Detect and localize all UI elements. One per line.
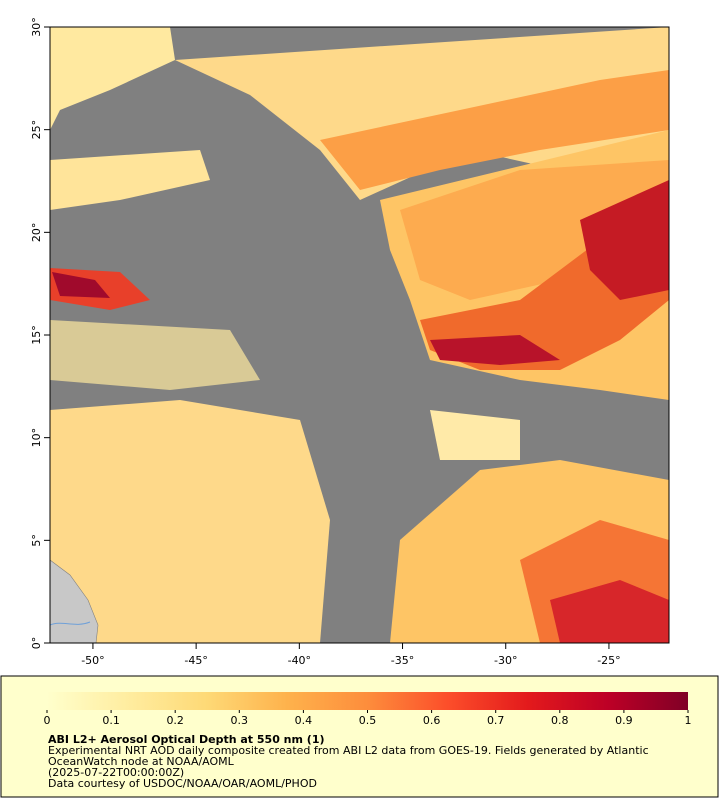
x-tick-label: -25°	[597, 654, 620, 667]
x-tick-label: -30°	[494, 654, 517, 667]
caption-line: Data courtesy of USDOC/NOAA/OAR/AOML/PHO…	[48, 777, 317, 790]
x-tick-label: -45°	[184, 654, 207, 667]
colorbar	[47, 692, 688, 710]
y-tick-label: 25°	[30, 120, 43, 140]
colorbar-tick-label: 0.5	[359, 714, 377, 727]
y-tick-label: 5°	[30, 534, 43, 547]
colorbar-axis: 0 0.1 0.2 0.3 0.4 0.5 0.6 0.7 0.8 0.9 1	[44, 710, 692, 727]
caption-title: ABI L2+ Aerosol Optical Depth at 550 nm …	[48, 733, 325, 746]
colorbar-tick-label: 0.3	[231, 714, 249, 727]
colorbar-tick-label: 0.7	[487, 714, 505, 727]
y-tick-label: 10°	[30, 428, 43, 448]
y-tick-label: 20°	[30, 223, 43, 243]
y-tick-label: 0°	[30, 637, 43, 650]
colorbar-tick-label: 0.8	[551, 714, 569, 727]
caption-line: (2025-07-22T00:00:00Z)	[48, 766, 184, 779]
x-tick-label: -35°	[391, 654, 414, 667]
colorbar-tick-label: 0.6	[423, 714, 441, 727]
caption-line: Experimental NRT AOD daily composite cre…	[48, 744, 649, 757]
colorbar-tick-label: 0.2	[166, 714, 184, 727]
colorbar-tick-label: 0.1	[102, 714, 120, 727]
x-tick-label: -50°	[81, 654, 104, 667]
map-field	[50, 27, 669, 643]
colorbar-tick-label: 0.9	[615, 714, 633, 727]
colorbar-tick-label: 0	[44, 714, 51, 727]
axes: -50° -45° -40° -35° -30° -25° 0° 5° 10° 15° 20° 25°…	[30, 17, 621, 667]
x-tick-label: -40°	[288, 654, 311, 667]
caption-line: OceanWatch node at NOAA/AOML	[48, 755, 235, 768]
y-tick-label: 15°	[30, 325, 43, 345]
colorbar-tick-label: 1	[685, 714, 692, 727]
y-tick-label: 30°	[30, 17, 43, 37]
colorbar-tick-label: 0.4	[295, 714, 313, 727]
